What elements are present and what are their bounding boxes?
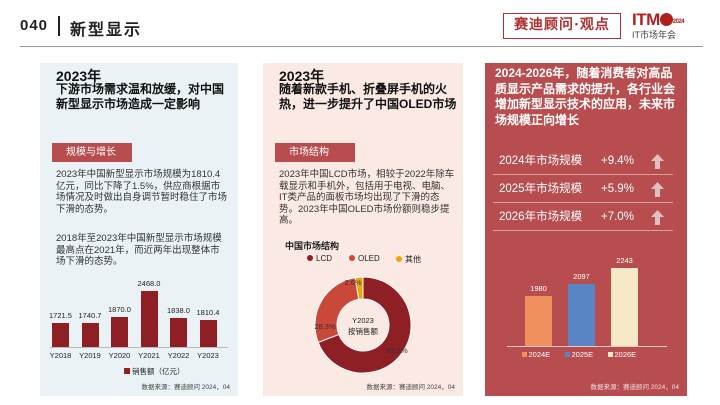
x-tick-label: Y2019 [79, 351, 101, 360]
stat-label: 2024年市场规模 [499, 155, 583, 167]
x-tick-label: Y2023 [197, 351, 219, 360]
legend-other: 其他 [396, 254, 421, 265]
donut-value-label: 69.1% [386, 346, 408, 355]
panel1-paragraph-1: 2023年中国新型显示市场规模为1810.4亿元，同比下降了1.5%，供应商根据… [56, 169, 228, 215]
forecast-value-label: 1980 [530, 284, 547, 294]
up-arrow-icon [651, 210, 664, 225]
panel2-source: 数据来源：赛迪顾问 2024，04 [366, 384, 456, 391]
legend-swatch [607, 352, 613, 357]
panel3-headline: 2024-2026年，随着消费者对高品质显示产品需求的提升，各行业会增加新型显示… [495, 66, 676, 127]
stat-value: +7.0% [601, 211, 634, 223]
up-arrow-icon [651, 154, 664, 169]
bar-value-label: 1810.4 [196, 307, 220, 317]
bar-value-label: 2468.0 [137, 279, 161, 288]
panel2-headline: 随着新款手机、折叠屏手机的火热，进一步提升了中国OLED市场 [279, 82, 457, 111]
donut-title: 中国市场结构 [285, 241, 340, 251]
legend-swatch [564, 352, 570, 357]
page-title: 新型显示 [70, 22, 143, 39]
stat-value: +9.4% [601, 155, 634, 167]
logo-mark: ITM 2024 [632, 10, 685, 29]
panel2-tag: 市场结构 [275, 143, 355, 162]
chart3-axis [507, 346, 667, 347]
panel2-paragraph: 2023年中国LCD市场，相较于2022年除车载显示和手机外，包括用于电视、电脑… [279, 169, 455, 226]
stat-label: 2025年市场规模 [499, 183, 583, 195]
forecast-value-label: 2243 [616, 256, 633, 265]
bar-Y2020 [111, 316, 128, 347]
forecast-value-label: 2097 [573, 271, 590, 281]
forecast-bar-2025E [568, 283, 595, 346]
stat-label: 2026年市场规模 [499, 211, 583, 223]
logo-subtitle: IT市场年会 [632, 30, 676, 40]
forecast-x-label: 2025E [564, 350, 593, 359]
x-tick-label: Y2018 [49, 351, 72, 360]
legend-lcd: LCD [307, 254, 332, 263]
bar-value-label: 1721.5 [49, 311, 72, 321]
legend-oled: OLED [349, 254, 380, 263]
legend-dot-icon [349, 255, 355, 261]
legend-swatch [124, 368, 130, 374]
forecast-x-label: 2024E [521, 350, 550, 359]
panel1-paragraph-2: 2018年至2023年中国新型显示市场规模最高点在2021年，而近两年出现整体市… [56, 233, 222, 267]
up-arrow-icon [651, 182, 664, 197]
panel2-year: 2023年 [279, 68, 325, 84]
stat-divider [493, 174, 673, 175]
x-tick-label: Y2021 [138, 351, 160, 360]
bar-Y2021 [140, 291, 158, 347]
logo-circle-icon [659, 13, 673, 26]
forecast-bar-2024E [525, 296, 552, 346]
legend-dot-icon [396, 256, 402, 262]
donut-slice-其他 [354, 276, 364, 300]
panel1-year: 2023年 [56, 68, 102, 84]
stat-2026: 2026年市场规模 +7.0% [497, 206, 673, 228]
chart1-axis [50, 347, 228, 348]
stat-2025: 2025年市场规模 +5.9% [497, 178, 673, 200]
panel1-headline: 下游市场需求温和放缓，对中国新型显示市场造成一定影响 [56, 82, 225, 111]
stat-divider [493, 202, 673, 203]
logo-year: 2024 [672, 19, 685, 25]
legend-swatch [521, 352, 527, 357]
x-tick-label: Y2022 [167, 351, 190, 360]
bar-Y2018 [52, 323, 69, 347]
donut-slice-LCD [317, 276, 412, 374]
donut-value-label: 28.3% [314, 322, 336, 331]
donut-center-basis: 按销售额 [348, 326, 378, 336]
panel-scale-growth: 2023年 下游市场需求温和放缓，对中国新型显示市场造成一定影响 规模与增长 2… [40, 63, 238, 396]
legend-dot-icon [307, 255, 313, 261]
itm-logo: ITM 2024 IT市场年会 [632, 10, 708, 44]
forecast-x-label: 2026E [607, 350, 636, 359]
bar-Y2022 [170, 318, 187, 347]
donut-center-year: Y2023 [352, 316, 374, 325]
bar-Y2019 [81, 322, 99, 347]
chart1-legend: 销售额（亿元） [124, 366, 185, 377]
bar-value-label: 1838.0 [167, 306, 190, 316]
panel-market-structure: 2023年 随着新款手机、折叠屏手机的火热，进一步提升了中国OLED市场 市场结… [263, 63, 463, 396]
panel3-source: 数据来源：赛迪顾问 2024，04 [590, 384, 680, 391]
header-divider [58, 16, 60, 36]
bar-Y2023 [199, 319, 217, 347]
stat-2024: 2024年市场规模 +9.4% [497, 150, 673, 172]
stat-divider [493, 230, 673, 231]
panel1-tag: 规模与增长 [52, 143, 132, 162]
brand-badge: 赛迪顾问·观点 [503, 13, 621, 39]
header-rule [20, 46, 703, 47]
bar-value-label: 1870.0 [108, 304, 131, 314]
page-number: 040 [20, 17, 49, 34]
forecast-bar-2026E [611, 268, 638, 346]
donut-value-label: 2.6% [344, 278, 361, 287]
bar-value-label: 1740.7 [78, 310, 102, 320]
x-tick-label: Y2020 [108, 351, 131, 360]
panel-forecast: 2024-2026年，随着消费者对高品质显示产品需求的提升，各行业会增加新型显示… [485, 63, 687, 396]
stat-value: +5.9% [601, 183, 634, 195]
panel1-source: 数据来源：赛迪顾问 2024，04 [141, 384, 231, 391]
